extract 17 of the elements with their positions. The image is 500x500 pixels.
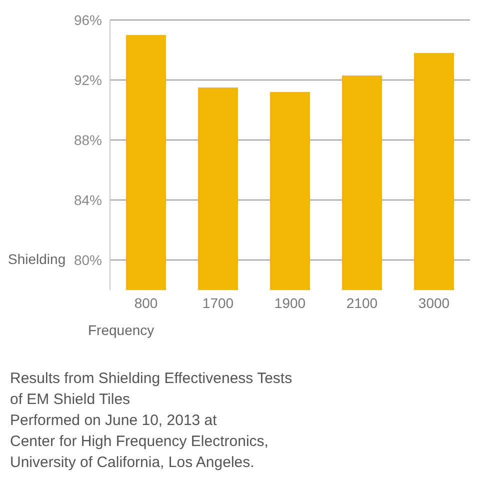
y-tick-label: 88% xyxy=(74,132,102,148)
x-tick-label: 2100 xyxy=(346,294,378,311)
text: of EM Shield Tiles xyxy=(10,390,132,410)
x-tick-label: 1900 xyxy=(274,294,306,311)
y-tick-label: 92% xyxy=(74,72,102,88)
x-tick-label: 800 xyxy=(134,294,158,311)
text: University of California, Los Angeles. xyxy=(10,453,256,473)
x-axis-title: Frequency xyxy=(88,322,154,338)
text: Performed on June 10, 2013 at xyxy=(10,411,218,431)
y-tick-label: 84% xyxy=(74,192,102,208)
text: Results from Shielding Effectiveness Tests xyxy=(10,369,292,389)
y-axis-title: Shielding xyxy=(8,251,66,267)
y-tick-label: 96% xyxy=(74,12,102,28)
y-tick-label: 80% xyxy=(74,252,102,268)
x-tick-label: 1700 xyxy=(202,294,234,311)
text: Center for High Frequency Electronics, xyxy=(10,432,270,452)
x-tick-label: 3000 xyxy=(418,294,450,311)
